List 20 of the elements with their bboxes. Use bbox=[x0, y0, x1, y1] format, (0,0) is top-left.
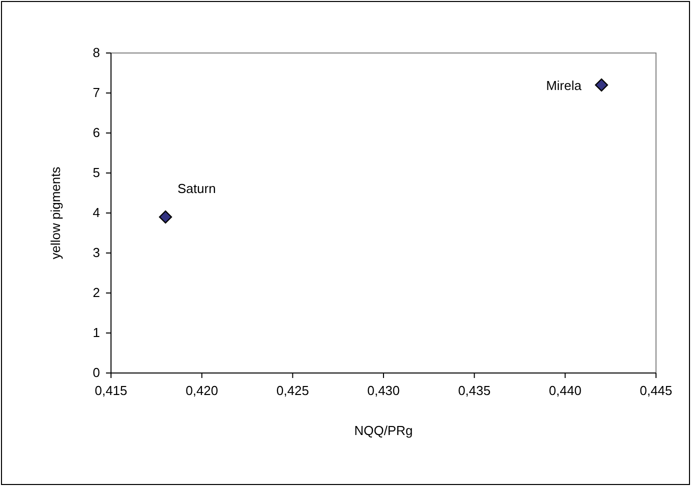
annotation: Saturn bbox=[178, 181, 216, 196]
y-tick-label: 6 bbox=[92, 125, 100, 140]
x-tick-label: 0,420 bbox=[186, 383, 218, 398]
y-axis-title: yellow pigments bbox=[48, 166, 63, 260]
y-tick-label: 1 bbox=[92, 325, 100, 340]
y-tick-label: 3 bbox=[92, 245, 100, 260]
y-tick-label: 0 bbox=[92, 365, 100, 380]
x-axis-title: NQQ/PRg bbox=[354, 423, 413, 438]
y-tick-label: 7 bbox=[92, 85, 100, 100]
x-tick-label: 0,425 bbox=[276, 383, 309, 398]
y-tick-label: 8 bbox=[92, 45, 100, 60]
x-tick-label: 0,435 bbox=[458, 383, 491, 398]
y-tick-label: 5 bbox=[92, 165, 100, 180]
y-tick-label: 2 bbox=[92, 285, 100, 300]
x-tick-label: 0,415 bbox=[94, 383, 128, 398]
x-tick-label: 0,440 bbox=[548, 383, 582, 398]
y-tick-label: 4 bbox=[92, 205, 100, 220]
x-tick-label: 0,430 bbox=[367, 383, 400, 398]
x-tick-label: 0,445 bbox=[640, 383, 672, 398]
annotation: Mirela bbox=[546, 78, 582, 93]
